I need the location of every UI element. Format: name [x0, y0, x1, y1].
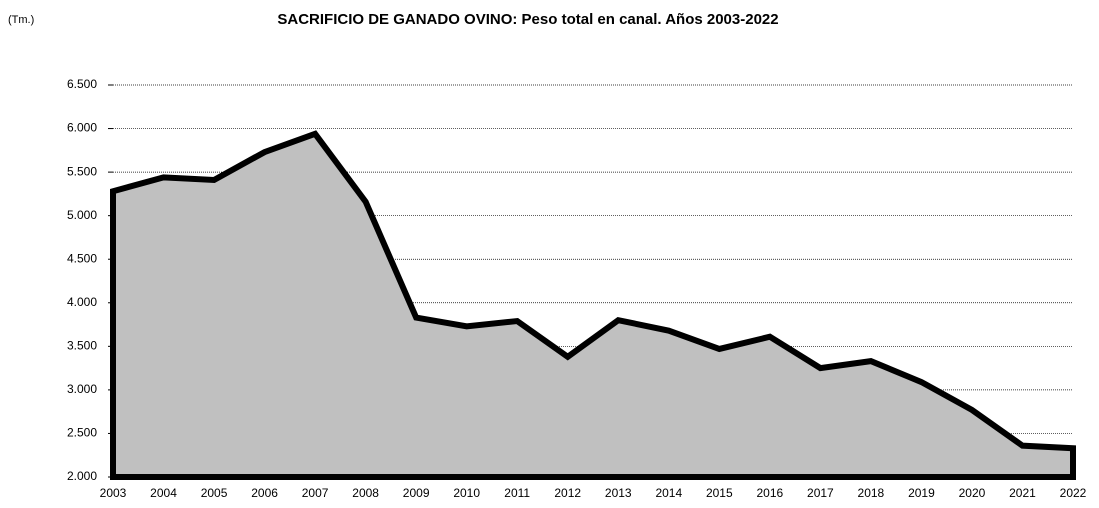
x-tick-label: 2016 — [756, 486, 783, 500]
y-tick-label: 3.500 — [67, 339, 97, 353]
x-tick-label: 2015 — [706, 486, 733, 500]
x-tick-label: 2014 — [655, 486, 682, 500]
x-tick-label: 2017 — [807, 486, 834, 500]
x-tick-label: 2018 — [858, 486, 885, 500]
chart-title: SACRIFICIO DE GANADO OVINO: Peso total e… — [277, 11, 778, 28]
y-tick-label: 3.000 — [67, 382, 97, 396]
x-tick-label: 2010 — [453, 486, 480, 500]
y-tick-label: 5.000 — [67, 208, 97, 222]
x-tick-label: 2009 — [403, 486, 430, 500]
x-tick-label: 2008 — [352, 486, 379, 500]
x-tick-label: 2004 — [150, 486, 177, 500]
y-tick-label: 6.500 — [67, 77, 97, 91]
x-tick-label: 2005 — [201, 486, 228, 500]
x-tick-label: 2006 — [251, 486, 278, 500]
y-tick-label: 2.500 — [67, 426, 97, 440]
y-tick-label: 4.000 — [67, 295, 97, 309]
y-tick-label: 2.000 — [67, 469, 97, 483]
x-tick-label: 2022 — [1060, 486, 1087, 500]
x-tick-label: 2011 — [504, 486, 530, 500]
x-tick-label: 2007 — [302, 486, 329, 500]
x-tick-label: 2019 — [908, 486, 935, 500]
y-tick-label: 4.500 — [67, 251, 97, 265]
x-tick-label: 2003 — [100, 486, 127, 500]
area — [110, 130, 1076, 480]
y-tick-label: 6.000 — [67, 121, 97, 135]
x-tick-label: 2020 — [959, 486, 986, 500]
y-tick-label: 5.500 — [67, 164, 97, 178]
x-tick-label: 2021 — [1009, 486, 1036, 500]
x-tick-label: 2013 — [605, 486, 632, 500]
x-tick-label: 2012 — [554, 486, 581, 500]
y-unit: (Tm.) — [8, 14, 34, 26]
